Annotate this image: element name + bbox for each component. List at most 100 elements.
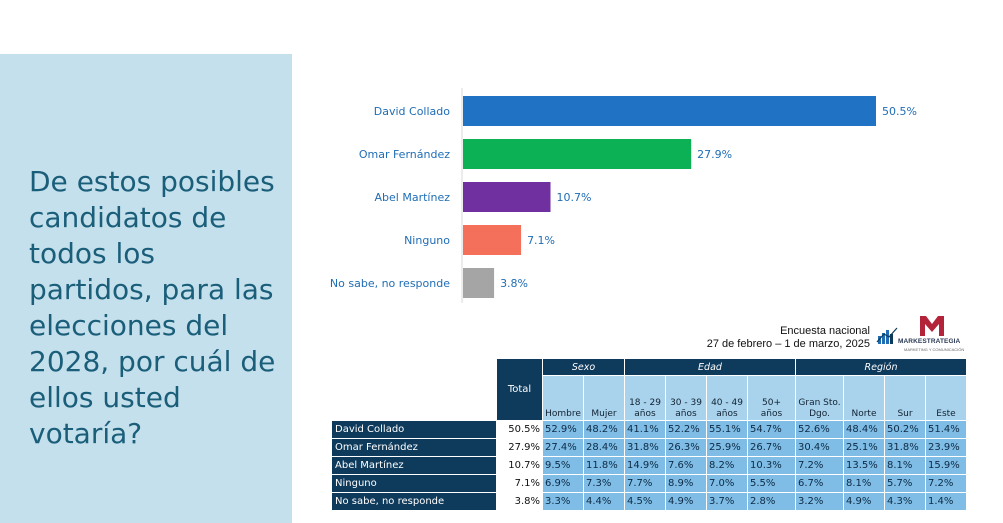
column-header: Este bbox=[925, 375, 967, 421]
table-cell: 41.1% bbox=[624, 420, 666, 439]
table-cell: 8.2% bbox=[706, 456, 748, 475]
question-text: De estos posibles candidatos de todos lo… bbox=[29, 165, 276, 450]
table-cell: 7.3% bbox=[583, 474, 625, 493]
logo-mark-icon bbox=[876, 316, 944, 344]
table-cell: 52.2% bbox=[665, 420, 707, 439]
table-cell: 25.1% bbox=[843, 438, 885, 457]
total-cell: 7.1% bbox=[496, 474, 543, 493]
table-row: David Collado 50.5% 52.9% 48.2% 41.1% 52.2% 55… bbox=[331, 420, 967, 439]
table-cell: 13.5% bbox=[843, 456, 885, 475]
table-cell: 54.7% bbox=[747, 420, 796, 439]
data-label: 7.1% bbox=[527, 234, 555, 247]
total-cell: 3.8% bbox=[496, 492, 543, 511]
column-header: Hombre bbox=[542, 375, 584, 421]
table-cell: 23.9% bbox=[925, 438, 967, 457]
column-header: Mujer bbox=[583, 375, 625, 421]
survey-dates: 27 de febrero – 1 de marzo, 2025 bbox=[706, 338, 870, 350]
table-cell: 2.8% bbox=[747, 492, 796, 511]
table-cell: 52.6% bbox=[795, 420, 844, 439]
column-header: 40 - 49 años bbox=[706, 375, 748, 421]
crosstab-table: Total Sexo Edad Región Hombre Mujer 18 - 29 … bbox=[331, 358, 967, 511]
bar bbox=[463, 96, 876, 126]
table-cell: 15.9% bbox=[925, 456, 967, 475]
column-header: 18 - 29 años bbox=[624, 375, 666, 421]
data-label: 50.5% bbox=[882, 105, 917, 118]
table-row: Omar Fernández 27.9% 27.4% 28.4% 31.8% 26.3% 2… bbox=[331, 438, 967, 457]
table-cell: 28.4% bbox=[583, 438, 625, 457]
table-cell: 7.2% bbox=[795, 456, 844, 475]
column-header: Sur bbox=[884, 375, 926, 421]
column-header: Gran Sto. Dgo. bbox=[795, 375, 844, 421]
table-cell: 4.9% bbox=[843, 492, 885, 511]
row-label: Omar Fernández bbox=[331, 438, 497, 457]
row-label: Abel Martínez bbox=[331, 456, 497, 475]
bar bbox=[463, 182, 551, 212]
total-cell: 50.5% bbox=[496, 420, 543, 439]
group-header-row: Total Sexo Edad Región bbox=[331, 358, 967, 421]
group-header: Edad bbox=[624, 358, 796, 376]
total-cell: 27.9% bbox=[496, 438, 543, 457]
table-cell: 4.4% bbox=[583, 492, 625, 511]
table-cell: 4.3% bbox=[884, 492, 926, 511]
table-cell: 4.9% bbox=[665, 492, 707, 511]
category-label: David Collado bbox=[374, 105, 451, 118]
table-cell: 11.8% bbox=[583, 456, 625, 475]
table-cell: 6.7% bbox=[795, 474, 844, 493]
group-header: Sexo bbox=[542, 358, 625, 376]
table-cell: 3.2% bbox=[795, 492, 844, 511]
column-header: 50+ años bbox=[747, 375, 796, 421]
table-row: Ninguno 7.1% 6.9% 7.3% 7.7% 8.9% 7.0% 5.5% 6.7% 8… bbox=[331, 474, 967, 493]
table-cell: 31.8% bbox=[884, 438, 926, 457]
table-cell: 50.2% bbox=[884, 420, 926, 439]
category-label: Omar Fernández bbox=[359, 148, 450, 161]
bar bbox=[463, 225, 522, 255]
bar-chart: David Collado 50.5% Omar Fernández 27.9% Abe… bbox=[330, 88, 917, 303]
table-corner bbox=[331, 358, 497, 421]
bar bbox=[463, 139, 692, 169]
bar bbox=[463, 268, 495, 298]
table-cell: 7.6% bbox=[665, 456, 707, 475]
logo-name: MARKESTRATEGIA bbox=[898, 338, 961, 345]
table-cell: 1.4% bbox=[925, 492, 967, 511]
table-cell: 3.7% bbox=[706, 492, 748, 511]
table-cell: 8.9% bbox=[665, 474, 707, 493]
table-cell: 5.5% bbox=[747, 474, 796, 493]
column-header: 30 - 39 años bbox=[665, 375, 707, 421]
table-row: No sabe, no responde 3.8% 3.3% 4.4% 4.5% 4.9%… bbox=[331, 492, 967, 511]
data-label: 27.9% bbox=[697, 148, 732, 161]
category-label: Abel Martínez bbox=[375, 191, 451, 204]
table-cell: 25.9% bbox=[706, 438, 748, 457]
table-cell: 7.2% bbox=[925, 474, 967, 493]
markestrategia-logo: MARKESTRATEGIA MARKETING Y COMUNICACIÓN bbox=[876, 314, 968, 354]
table-cell: 31.8% bbox=[624, 438, 666, 457]
survey-title: Encuesta nacional bbox=[780, 325, 870, 337]
table-cell: 27.4% bbox=[542, 438, 584, 457]
logo-tagline: MARKETING Y COMUNICACIÓN bbox=[904, 347, 965, 352]
row-label: Ninguno bbox=[331, 474, 497, 493]
table-cell: 4.5% bbox=[624, 492, 666, 511]
table-cell: 55.1% bbox=[706, 420, 748, 439]
total-header: Total bbox=[496, 358, 543, 421]
table-cell: 10.3% bbox=[747, 456, 796, 475]
table-cell: 3.3% bbox=[542, 492, 584, 511]
total-cell: 10.7% bbox=[496, 456, 543, 475]
table-cell: 7.0% bbox=[706, 474, 748, 493]
survey-note: Encuesta nacional 27 de febrero – 1 de m… bbox=[707, 325, 870, 351]
question-panel: De estos posibles candidatos de todos lo… bbox=[0, 54, 292, 523]
data-label: 3.8% bbox=[500, 277, 528, 290]
category-label: No sabe, no responde bbox=[330, 277, 450, 290]
table-cell: 30.4% bbox=[795, 438, 844, 457]
table-cell: 51.4% bbox=[925, 420, 967, 439]
table-cell: 5.7% bbox=[884, 474, 926, 493]
table-cell: 6.9% bbox=[542, 474, 584, 493]
table-cell: 48.4% bbox=[843, 420, 885, 439]
table-cell: 14.9% bbox=[624, 456, 666, 475]
table-cell: 9.5% bbox=[542, 456, 584, 475]
row-label: David Collado bbox=[331, 420, 497, 439]
table-cell: 7.7% bbox=[624, 474, 666, 493]
table-row: Abel Martínez 10.7% 9.5% 11.8% 14.9% 7.6% 8.2%… bbox=[331, 456, 967, 475]
table-cell: 26.7% bbox=[747, 438, 796, 457]
group-header: Región bbox=[795, 358, 967, 376]
category-label: Ninguno bbox=[404, 234, 450, 247]
data-label: 10.7% bbox=[557, 191, 592, 204]
